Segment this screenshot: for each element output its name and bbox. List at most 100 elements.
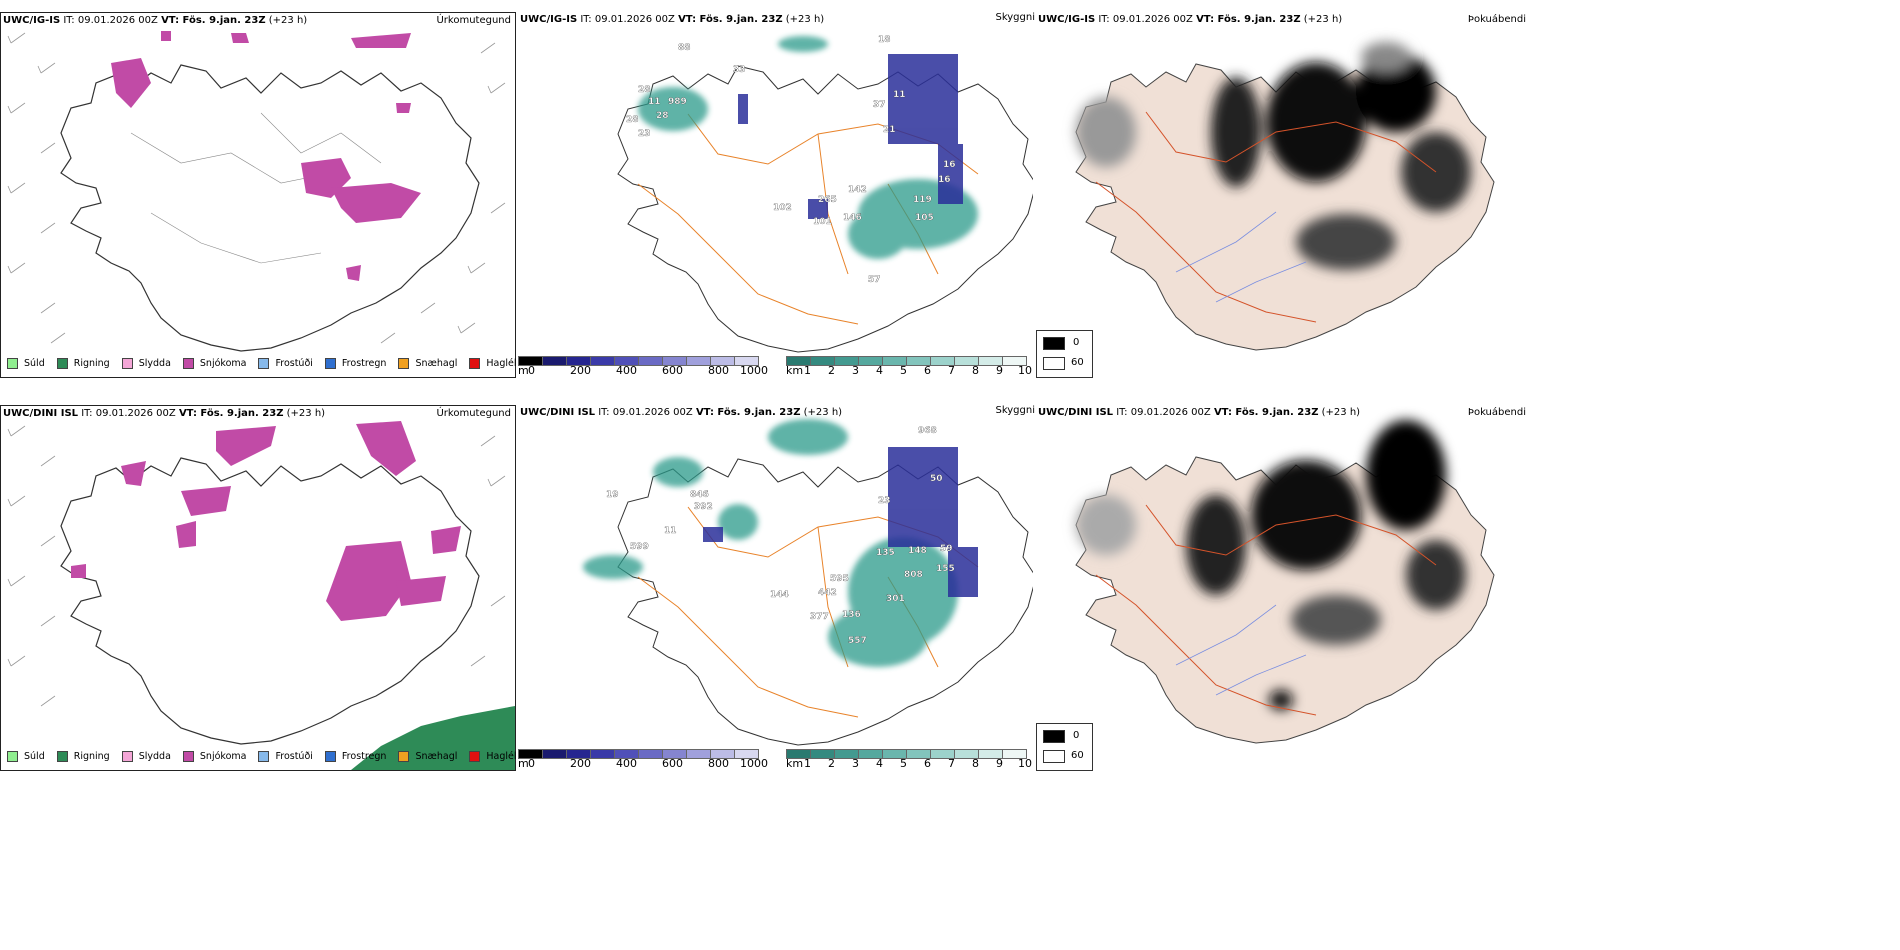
scale-swatch	[907, 356, 931, 366]
value-label: 11	[648, 97, 661, 107]
value-label: 11	[893, 90, 906, 100]
legend-item: Súld	[7, 751, 45, 762]
legend-swatch	[324, 358, 336, 369]
scale-tick: 0	[528, 757, 535, 770]
scale-tick: 1000	[740, 757, 768, 770]
fog-fields	[1076, 42, 1471, 270]
it-value: 09.01.2026 00Z	[612, 407, 693, 418]
value-label: 142	[848, 185, 867, 195]
legend-swatch	[56, 751, 68, 762]
legend-label: Frostúði	[275, 358, 313, 369]
legend-item: Snjókoma	[182, 358, 247, 369]
scale-tick: 9	[996, 364, 1003, 377]
legend-label: Súld	[24, 751, 45, 762]
scale-swatch	[735, 749, 759, 759]
fog-legend-row2: 0 60	[1036, 723, 1093, 771]
scale-tick: 3	[852, 757, 859, 770]
scale-swatch	[687, 356, 711, 366]
scale-swatch	[639, 356, 663, 366]
km-scale-ticks: km 1 2 3 4 5 6 7 8 9 10	[786, 757, 1036, 771]
legend-swatch	[398, 358, 410, 369]
legend-label: Haglél	[486, 358, 517, 369]
scale-tick: 6	[924, 364, 931, 377]
product-title: Úrkomutegund	[436, 408, 511, 419]
legend-label: Snæhagl	[415, 751, 458, 762]
scale-tick: 3	[852, 364, 859, 377]
fog-panel-row1: UWC/IG-IS IT: 09.01.2026 00Z VT: Fös. 9.…	[1036, 12, 1530, 352]
scale-swatch	[567, 356, 591, 366]
fog-map-row1	[1075, 42, 1495, 351]
value-label: 846	[690, 490, 709, 500]
wind-barbs	[7, 425, 506, 707]
legend-item: Frostregn	[324, 751, 386, 762]
scale-swatch	[518, 749, 543, 759]
model-name: UWC/DINI ISL	[3, 408, 79, 419]
value-label: 301	[886, 594, 905, 604]
legend-label: Súld	[24, 358, 45, 369]
lead-time: (+23 h)	[1303, 14, 1343, 25]
it-label: IT:	[580, 14, 592, 25]
model-name: UWC/DINI ISL	[520, 407, 596, 418]
value-label: 136	[842, 610, 861, 620]
it-label: IT:	[63, 15, 75, 26]
value-label: 18	[878, 35, 891, 45]
model-name: UWC/IG-IS	[3, 15, 61, 26]
scale-tick: 400	[616, 364, 637, 377]
value-label: 57	[868, 275, 881, 285]
scale-tick: 6	[924, 757, 931, 770]
product-title: Þokuábendi	[1467, 14, 1526, 25]
height-scale	[518, 356, 759, 366]
scale-tick: 10	[1018, 364, 1032, 377]
scale-swatch	[543, 749, 567, 759]
legend-item: Slydda	[121, 358, 171, 369]
lead-time: (+23 h)	[286, 408, 326, 419]
scale-swatch	[786, 749, 811, 759]
scale-swatch	[735, 356, 759, 366]
legend-label: Rigning	[73, 358, 110, 369]
scale-unit: km	[786, 757, 804, 770]
value-label: 442	[818, 588, 837, 598]
legend-swatch	[1043, 357, 1065, 370]
legend-swatch	[7, 358, 18, 369]
it-label: IT:	[1098, 14, 1110, 25]
km-scale-ticks: km 1 2 3 4 5 6 7 8 9 10	[786, 364, 1036, 378]
value-label: 989	[668, 97, 687, 107]
it-label: IT:	[1116, 407, 1128, 418]
scale-tick: 2	[828, 757, 835, 770]
scale-swatch	[931, 356, 955, 366]
legend-item: Snjókoma	[182, 751, 246, 762]
value-label: 28	[656, 111, 669, 121]
value-label: 11	[664, 526, 677, 536]
value-label: 557	[848, 636, 867, 646]
iceland-outline	[60, 64, 480, 352]
wind-barbs	[7, 32, 506, 344]
km-scale	[786, 356, 1027, 366]
lead-time: (+23 h)	[803, 407, 843, 418]
scale-tick: 200	[570, 757, 591, 770]
precip-panel-row1: UWC/IG-IS IT: 09.01.2026 00Z VT: Fös. 9.…	[0, 12, 517, 378]
scale-swatch	[955, 356, 979, 366]
legend-label: 0	[1073, 337, 1080, 348]
legend-label: Frostregn	[341, 358, 387, 369]
legend-item: Súld	[7, 358, 45, 369]
legend-swatch	[7, 751, 18, 762]
legend-label: Frostúði	[275, 751, 313, 762]
legend-label: Haglél	[486, 751, 517, 762]
legend-swatch	[469, 751, 481, 762]
scale-swatch	[1003, 356, 1027, 366]
legend-label: Snæhagl	[415, 358, 458, 369]
km-scale	[786, 749, 1027, 759]
snow-areas	[71, 421, 461, 621]
scale-tick: 4	[876, 364, 883, 377]
cloud-value-labels: 968 50 846 392 11 599 19 23 135 148 59 5…	[606, 426, 955, 646]
scale-tick: 800	[708, 364, 729, 377]
scale-swatch	[835, 356, 859, 366]
vt-label: VT: Fös. 9.jan. 23Z	[178, 408, 284, 419]
legend-label: Snjókoma	[199, 358, 247, 369]
scale-swatch	[979, 749, 1003, 759]
scale-tick: 0	[528, 364, 535, 377]
value-label: 28	[638, 85, 651, 95]
lead-time: (+23 h)	[1321, 407, 1361, 418]
legend-swatch	[258, 751, 270, 762]
scale-tick: 600	[662, 364, 683, 377]
